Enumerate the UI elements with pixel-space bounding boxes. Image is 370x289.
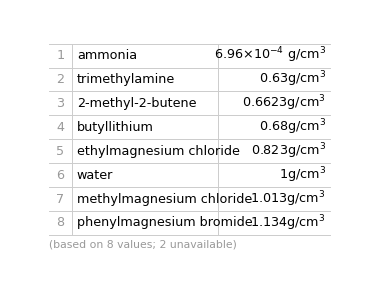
Text: 5: 5 [56, 145, 64, 158]
Text: $\mathregular{1.134 g/cm}^{3}$: $\mathregular{1.134 g/cm}^{3}$ [250, 213, 326, 233]
Text: 8: 8 [56, 216, 64, 229]
Text: ethylmagnesium chloride: ethylmagnesium chloride [77, 145, 240, 158]
Text: $\mathregular{0.68 g/cm}^{3}$: $\mathregular{0.68 g/cm}^{3}$ [259, 118, 326, 137]
Text: ammonia: ammonia [77, 49, 137, 62]
Text: $\mathregular{1.013 g/cm}^{3}$: $\mathregular{1.013 g/cm}^{3}$ [250, 189, 326, 209]
Text: 2: 2 [56, 73, 64, 86]
Text: phenylmagnesium bromide: phenylmagnesium bromide [77, 216, 252, 229]
Text: butyllithium: butyllithium [77, 121, 154, 134]
Text: $\mathregular{0.6623 g/cm}^{3}$: $\mathregular{0.6623 g/cm}^{3}$ [242, 94, 326, 113]
Text: $\mathregular{1 g/cm}^{3}$: $\mathregular{1 g/cm}^{3}$ [279, 165, 326, 185]
Text: 1: 1 [56, 49, 64, 62]
Text: water: water [77, 169, 113, 182]
Text: 6: 6 [56, 169, 64, 182]
Text: $\mathregular{0.63 g/cm}^{3}$: $\mathregular{0.63 g/cm}^{3}$ [259, 70, 326, 89]
Text: 4: 4 [56, 121, 64, 134]
Text: (based on 8 values; 2 unavailable): (based on 8 values; 2 unavailable) [49, 239, 237, 249]
Text: 2-methyl-2-butene: 2-methyl-2-butene [77, 97, 196, 110]
Text: methylmagnesium chloride: methylmagnesium chloride [77, 192, 252, 205]
Text: 3: 3 [56, 97, 64, 110]
Text: trimethylamine: trimethylamine [77, 73, 175, 86]
Text: 7: 7 [56, 192, 64, 205]
Text: $\mathregular{0.823 g/cm}^{3}$: $\mathregular{0.823 g/cm}^{3}$ [251, 141, 326, 161]
Text: $6.96{\times}10^{-4}\ \mathregular{g/cm}^{3}$: $6.96{\times}10^{-4}\ \mathregular{g/cm}… [214, 46, 326, 65]
